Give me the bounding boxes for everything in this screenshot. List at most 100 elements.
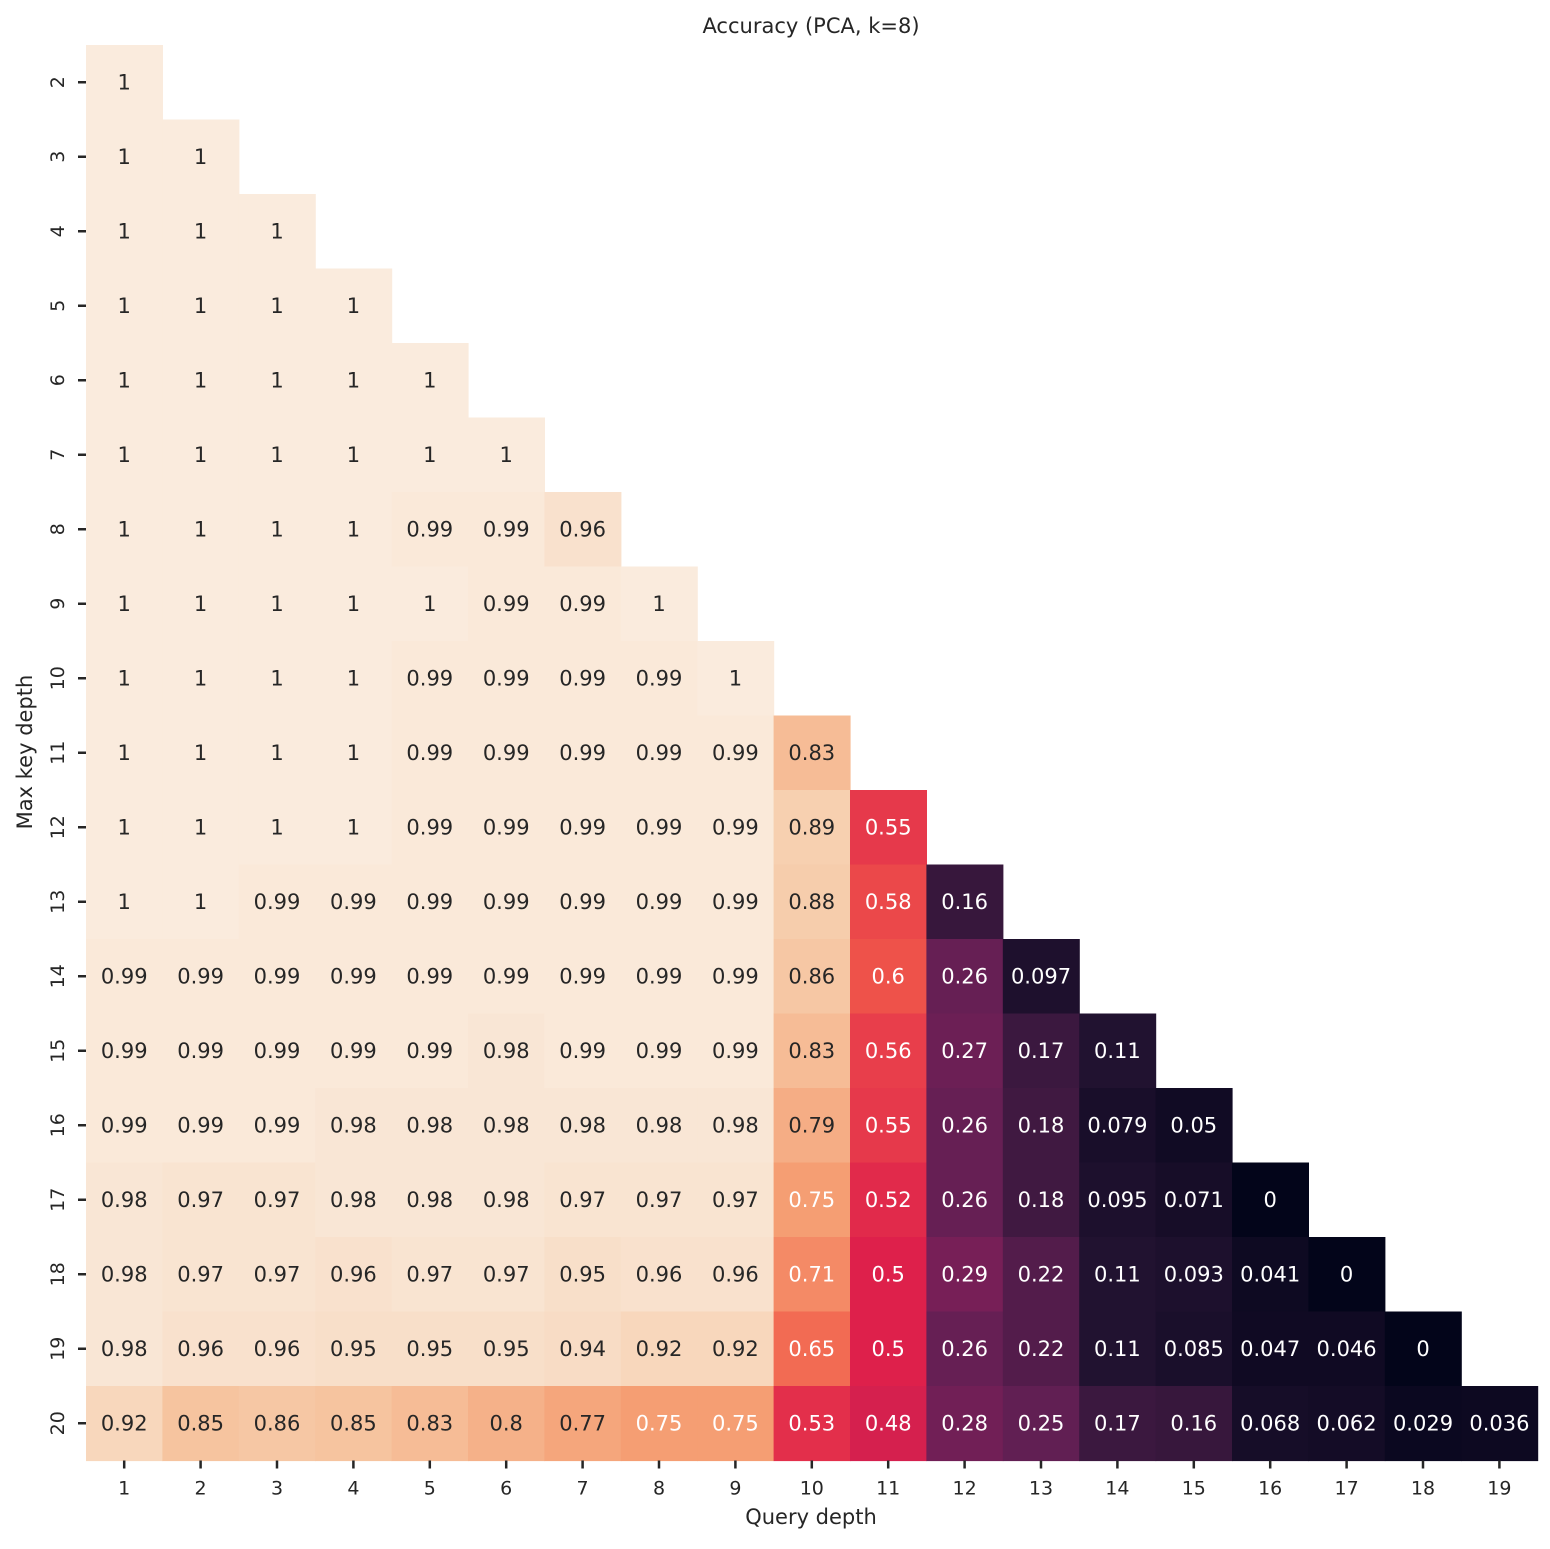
heatmap-cell <box>391 1088 469 1164</box>
cell-value-label: 0.062 <box>1317 1411 1377 1435</box>
cell-value-label: 0.99 <box>559 741 606 765</box>
heatmap-cell <box>926 864 1004 940</box>
cell-value-label: 0.55 <box>865 815 912 839</box>
heatmap-cell <box>468 492 545 568</box>
cell-value-label: 0.99 <box>254 1039 301 1063</box>
heatmap-cell <box>468 715 545 791</box>
cell-value-label: 0.75 <box>712 1411 759 1435</box>
heatmap-cell <box>86 343 163 419</box>
cell-value-label: 0.99 <box>636 1039 683 1063</box>
cell-value-label: 1 <box>270 741 283 765</box>
cell-value-label: 0 <box>1264 1188 1277 1212</box>
cell-value-label: 1 <box>194 219 207 243</box>
heatmap-cell <box>162 492 240 568</box>
heatmap-cell <box>238 1013 316 1089</box>
heatmap-cell <box>926 1237 1004 1313</box>
cell-value-label: 0.99 <box>636 666 683 690</box>
heatmap-cell <box>162 790 240 866</box>
heatmap-cell <box>391 1386 469 1462</box>
cell-value-label: 1 <box>194 294 207 318</box>
heatmap-cell <box>238 939 316 1015</box>
cell-value-label: 0.99 <box>406 815 453 839</box>
heatmap-cell <box>391 864 469 940</box>
cell-value-label: 0.99 <box>483 815 530 839</box>
heatmap-cell <box>162 119 240 195</box>
cell-value-label: 0.97 <box>636 1188 683 1212</box>
heatmap-cell <box>1232 1386 1309 1462</box>
heatmap-cell <box>773 1386 851 1462</box>
cell-value-label: 0.98 <box>483 1188 530 1212</box>
cell-value-label: 0.71 <box>788 1262 835 1286</box>
heatmap-cell <box>468 790 545 866</box>
heatmap-cell <box>315 1013 393 1089</box>
heatmap-cell <box>162 1311 240 1387</box>
x-tick-label: 19 <box>1487 1478 1511 1500</box>
cell-value-label: 0.99 <box>483 964 530 988</box>
heatmap-cell <box>697 641 775 717</box>
heatmap-cell <box>238 1162 316 1238</box>
cell-value-label: 0.98 <box>559 1113 606 1137</box>
cell-value-label: 0.98 <box>483 1113 530 1137</box>
heatmap-cell <box>238 417 316 493</box>
heatmap-cell <box>315 790 393 866</box>
cell-value-label: 0.79 <box>788 1113 835 1137</box>
x-tick-label: 13 <box>1029 1478 1053 1500</box>
x-tick-label: 10 <box>800 1478 824 1500</box>
cell-value-label: 0.99 <box>483 741 530 765</box>
heatmap-cell <box>1461 1386 1539 1462</box>
cell-value-label: 0.17 <box>1094 1411 1141 1435</box>
cell-value-label: 0.98 <box>101 1188 148 1212</box>
cell-value-label: 0.97 <box>712 1188 759 1212</box>
cell-value-label: 0.85 <box>330 1411 377 1435</box>
heatmap-cell <box>86 939 163 1015</box>
cell-value-label: 0.99 <box>177 1039 224 1063</box>
heatmap-cell <box>1308 1237 1386 1313</box>
heatmap-cell <box>926 1311 1004 1387</box>
cell-value-label: 0.92 <box>101 1411 148 1435</box>
heatmap-cell <box>926 939 1004 1015</box>
heatmap-cells <box>86 45 1539 1462</box>
heatmap-cell <box>1002 1088 1080 1164</box>
y-tick-label: 17 <box>47 1188 69 1212</box>
cell-value-label: 0.029 <box>1393 1411 1453 1435</box>
cell-value-label: 0.29 <box>941 1262 988 1286</box>
cell-value-label: 1 <box>270 219 283 243</box>
heatmap-cell <box>86 1237 163 1313</box>
heatmap-cell <box>162 1237 240 1313</box>
cell-value-label: 1 <box>270 592 283 616</box>
cell-value-label: 1 <box>347 443 360 467</box>
cell-value-label: 1 <box>270 443 283 467</box>
y-tick-label: 16 <box>47 1113 69 1137</box>
heatmap-cell <box>162 566 240 642</box>
heatmap-cell <box>620 566 698 642</box>
heatmap-cell <box>1002 1013 1080 1089</box>
cell-value-label: 0.18 <box>1018 1188 1065 1212</box>
cell-value-label: 0.98 <box>636 1113 683 1137</box>
cell-value-label: 0.22 <box>1018 1337 1065 1361</box>
heatmap-cell <box>926 1162 1004 1238</box>
heatmap-cell <box>1155 1311 1233 1387</box>
heatmap-cell <box>773 1088 851 1164</box>
cell-value-label: 0.05 <box>1170 1113 1217 1137</box>
heatmap-cell <box>697 1311 775 1387</box>
cell-value-label: 1 <box>270 815 283 839</box>
cell-value-label: 0.99 <box>636 815 683 839</box>
cell-value-label: 0.99 <box>254 890 301 914</box>
cell-value-label: 0.98 <box>712 1113 759 1137</box>
cell-value-label: 0.28 <box>941 1411 988 1435</box>
heatmap-cell <box>773 715 851 791</box>
cell-value-label: 1 <box>347 815 360 839</box>
cell-value-label: 0.83 <box>788 741 835 765</box>
cell-value-label: 0.99 <box>406 666 453 690</box>
cell-value-label: 0.55 <box>865 1113 912 1137</box>
cell-value-label: 0.99 <box>483 592 530 616</box>
heatmap-cell <box>238 343 316 419</box>
heatmap-cell <box>544 1088 622 1164</box>
heatmap-cell <box>773 1013 851 1089</box>
heatmap-cell <box>850 1088 927 1164</box>
cell-value-label: 0.52 <box>865 1188 912 1212</box>
y-tick-label: 14 <box>47 964 69 988</box>
cell-value-label: 0.11 <box>1094 1039 1141 1063</box>
heatmap-cell <box>315 715 393 791</box>
